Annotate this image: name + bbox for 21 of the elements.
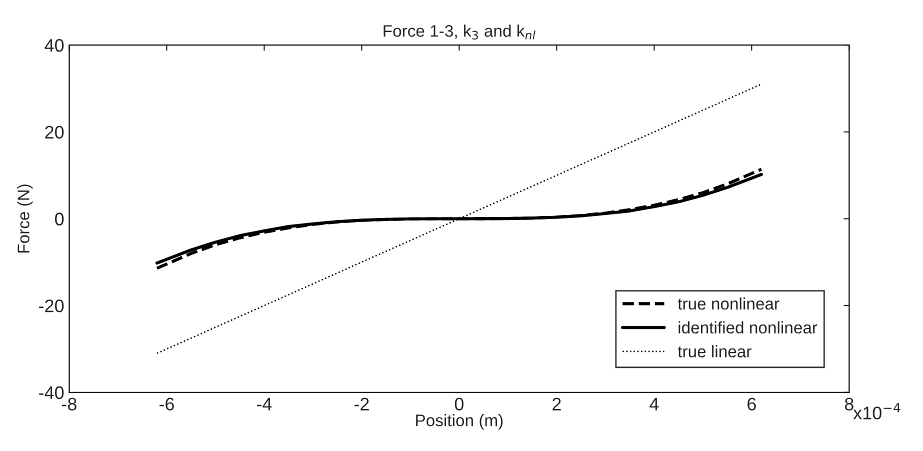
y-tick-label: -20 — [39, 299, 64, 312]
y-tick-label: 40 — [44, 39, 64, 52]
x-tick-label: -8 — [62, 398, 76, 410]
x-axis-title: Position (m) — [416, 414, 503, 430]
x-tick-label: 2 — [552, 398, 561, 410]
x-tick-label: 8 — [844, 398, 854, 410]
x-tick-label: 4 — [650, 398, 659, 410]
text: x10$^{−4}$ — [853, 403, 900, 420]
chart-title: Force 1-3, k$_{3}$ and k$_{nl}$ — [384, 24, 536, 40]
legend-label: true nonlinear — [678, 297, 780, 310]
y-tick-label: 0 — [55, 212, 64, 226]
x-tick-label: -6 — [159, 398, 174, 410]
y-tick-label: 20 — [45, 126, 64, 139]
x-tick-label: 0 — [454, 398, 464, 410]
y-tick-label: -40 — [39, 386, 64, 400]
x-tick-label: -4 — [256, 398, 272, 410]
y-axis-title: Force (N) — [17, 184, 33, 253]
x-tick-label: -2 — [354, 398, 369, 410]
legend-label: true linear — [678, 345, 752, 358]
legend-label: identified nonlinear — [678, 321, 818, 334]
x-tick-label: 6 — [748, 398, 756, 410]
